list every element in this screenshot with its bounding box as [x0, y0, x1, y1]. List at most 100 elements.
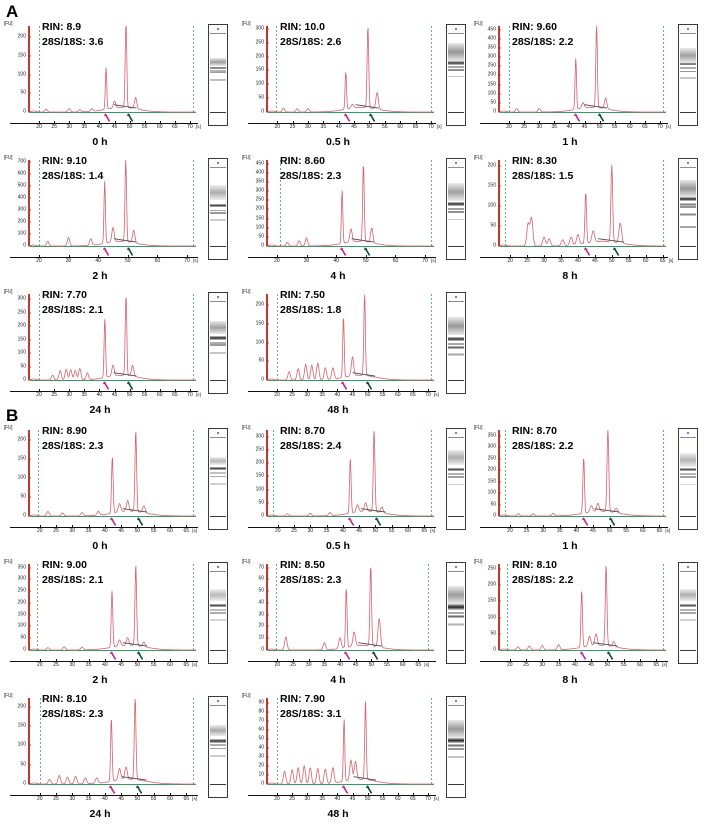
- trace-svg: [267, 701, 434, 785]
- y-tick-mark: [266, 342, 269, 344]
- y-tick-label: 90: [258, 699, 264, 706]
- y-tick-mark: [28, 92, 31, 94]
- arrow-28s-peak: [126, 247, 134, 256]
- y-tick-label: 450: [487, 26, 496, 33]
- 28s-region-line: [351, 238, 374, 243]
- gel-band: [680, 206, 696, 208]
- gel-lane-body: [210, 33, 226, 124]
- gel-well: [680, 160, 696, 168]
- gel-band: [210, 739, 226, 743]
- y-tick-mark: [266, 163, 269, 165]
- y-tick-mark: [498, 245, 501, 247]
- gel-band: [448, 337, 464, 342]
- x-tick-mark: [153, 659, 155, 661]
- rin-annotation: RIN: 9.10 28S/18S: 1.4: [42, 154, 103, 184]
- x-tick-mark: [576, 525, 578, 527]
- x-tick-label: 60: [627, 124, 633, 130]
- x-tick-mark: [99, 121, 101, 123]
- x-tick-label: 30: [66, 392, 73, 398]
- y-tick-mark: [266, 449, 269, 451]
- gel-lane-footer: [210, 112, 226, 124]
- y-tick-mark: [28, 706, 31, 708]
- x-tick-label: 35: [555, 662, 562, 668]
- y-axis: [266, 430, 268, 516]
- gel-lane-A-48h: [446, 292, 466, 394]
- x-tick-mark: [526, 659, 528, 661]
- x-tick-label: 60: [392, 258, 399, 264]
- gel-lane-body: [448, 437, 464, 528]
- y-tick-mark: [266, 97, 269, 99]
- x-tick-label: 45: [356, 528, 362, 534]
- lower-marker-line: [39, 26, 41, 112]
- gel-lane-footer: [680, 246, 696, 258]
- x-tick-mark: [577, 255, 579, 257]
- gel-lane-body: [680, 571, 696, 662]
- y-tick-mark: [266, 602, 269, 604]
- y-tick-mark: [28, 458, 31, 460]
- gel-band: [680, 67, 696, 70]
- y-tick-label: 100: [255, 486, 264, 493]
- y-tick-label: 350: [17, 564, 26, 571]
- x-tick-label: 20: [274, 124, 280, 130]
- y-tick-mark: [28, 173, 31, 175]
- upper-marker-line: [192, 294, 194, 380]
- x-tick-mark: [308, 659, 310, 661]
- gel-band: [680, 608, 696, 612]
- arrow-18s-peak: [340, 381, 348, 390]
- x-tick-mark: [54, 121, 56, 123]
- panel-cell-A-0h: [FU] 0 50 100 150 200 20 25 30 35 40 45 50 55 60 65 70 [s…: [2, 18, 240, 152]
- x-tick-label: 45: [352, 662, 359, 668]
- y-tick-label: 200: [487, 162, 496, 169]
- x-tick-label: 40: [334, 796, 341, 802]
- green-baseline: [30, 112, 196, 113]
- y-tick-label: 30: [258, 611, 264, 618]
- y-tick-mark: [28, 312, 31, 314]
- x-tick-label: 50: [606, 528, 613, 534]
- green-baseline: [268, 784, 434, 785]
- timepoint-label: 48 h: [327, 404, 349, 416]
- y-tick-label: 300: [255, 25, 264, 32]
- gel-well: [448, 430, 464, 438]
- y-tick-label: 70: [258, 717, 264, 724]
- y-tick-mark: [498, 649, 501, 651]
- signal-trace: [29, 297, 196, 381]
- gel-lane-B-24h: [208, 696, 228, 798]
- arrow-18s-peak: [343, 651, 351, 660]
- trace-svg: [267, 294, 434, 381]
- lower-marker-line: [506, 564, 508, 650]
- lower-marker-line: [39, 294, 41, 380]
- x-tick-label: 60: [642, 258, 649, 264]
- x-axis: [10, 661, 198, 662]
- panel-cell-A-48h: [FU] 0 50 100 150 200 20 25 30 35 40 45 50 55 60 65 70 [s…: [240, 286, 478, 420]
- x-tick-label: 50: [134, 796, 141, 802]
- rin-annotation: RIN: 8.50 28S/18S: 2.3: [280, 558, 341, 588]
- y-tick-label: 50: [490, 501, 496, 508]
- x-tick-label: 70: [187, 392, 193, 398]
- y-axis-unit: [FU]: [4, 693, 13, 699]
- x-axis-unit: [s]: [430, 528, 435, 533]
- x-tick-mark: [69, 389, 71, 391]
- x-tick-mark: [509, 121, 511, 123]
- gel-lane-body: [210, 571, 226, 662]
- y-tick-label: 50: [20, 89, 26, 96]
- x-tick-label: 35: [320, 124, 327, 130]
- y-tick-mark: [28, 439, 31, 441]
- y-tick-mark: [28, 783, 31, 785]
- ratio-28s-18s-value: 28S/18S: 2.2: [512, 574, 574, 587]
- green-baseline: [500, 650, 666, 651]
- x-tick-mark: [614, 121, 616, 123]
- gel-band: [680, 483, 696, 486]
- x-tick-label: 30: [305, 662, 312, 668]
- x-tick-label: 60: [157, 124, 163, 130]
- x-tick-mark: [277, 525, 279, 527]
- y-tick-label: 150: [17, 722, 26, 729]
- y-tick-label: 50: [258, 499, 264, 506]
- gel-band: [210, 66, 226, 70]
- gel-band: [448, 747, 464, 751]
- x-tick-label: 60: [167, 528, 173, 534]
- x-axis-unit: [s]: [195, 124, 201, 129]
- ratio-28s-18s-value: 28S/18S: 2.3: [280, 574, 342, 587]
- x-tick-label: 30: [69, 662, 76, 668]
- x-tick-label: 55: [379, 796, 386, 802]
- lower-marker-line: [504, 430, 506, 516]
